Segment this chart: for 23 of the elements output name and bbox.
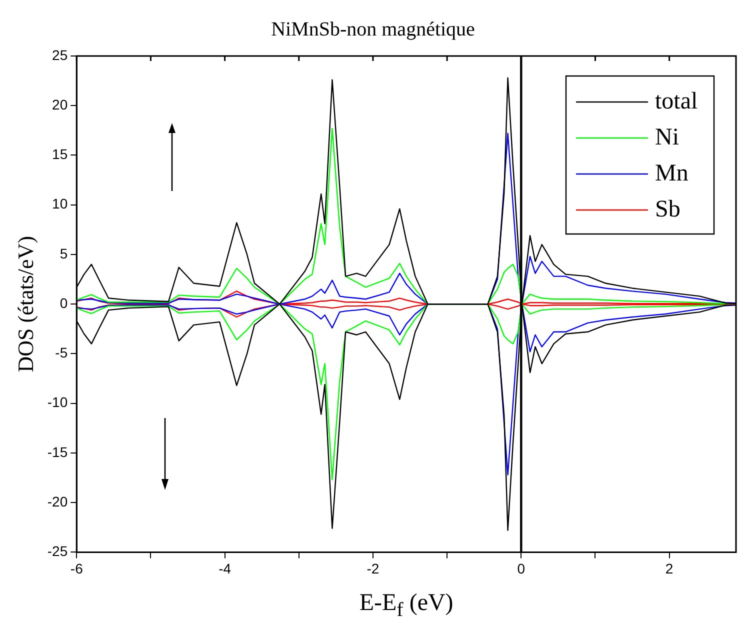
y-tick-label: 25 [52, 46, 68, 63]
y-tick-label: 10 [52, 196, 68, 212]
x-tick-label: -6 [70, 560, 84, 576]
y-tick-label: 15 [52, 146, 68, 162]
legend-label: Ni [655, 124, 680, 150]
y-axis-title: DOS (états/eV) [12, 236, 38, 372]
y-tick-label: 5 [60, 245, 68, 262]
y-tick-label: -15 [47, 444, 68, 460]
x-tick-label: -4 [218, 560, 232, 576]
y-tick-label: -25 [47, 543, 68, 560]
y-tick-label: -20 [47, 493, 68, 510]
x-axis-title: E-E$_{f}$ (eV) [359, 590, 454, 622]
y-tick-label: -10 [47, 394, 68, 410]
x-tick-label: 2 [665, 560, 674, 576]
x-tick-label: 0 [517, 560, 526, 576]
y-tick-label: 0 [60, 294, 68, 311]
legend-label: Mn [655, 160, 688, 186]
x-tick-label: -2 [366, 560, 380, 576]
chart-title: NiMnSb-non magnétique [271, 18, 476, 40]
legend-label: total [655, 88, 698, 114]
legend-label: Sb [655, 196, 680, 222]
y-tick-label: -5 [55, 344, 68, 361]
y-tick-label: 20 [52, 96, 68, 112]
